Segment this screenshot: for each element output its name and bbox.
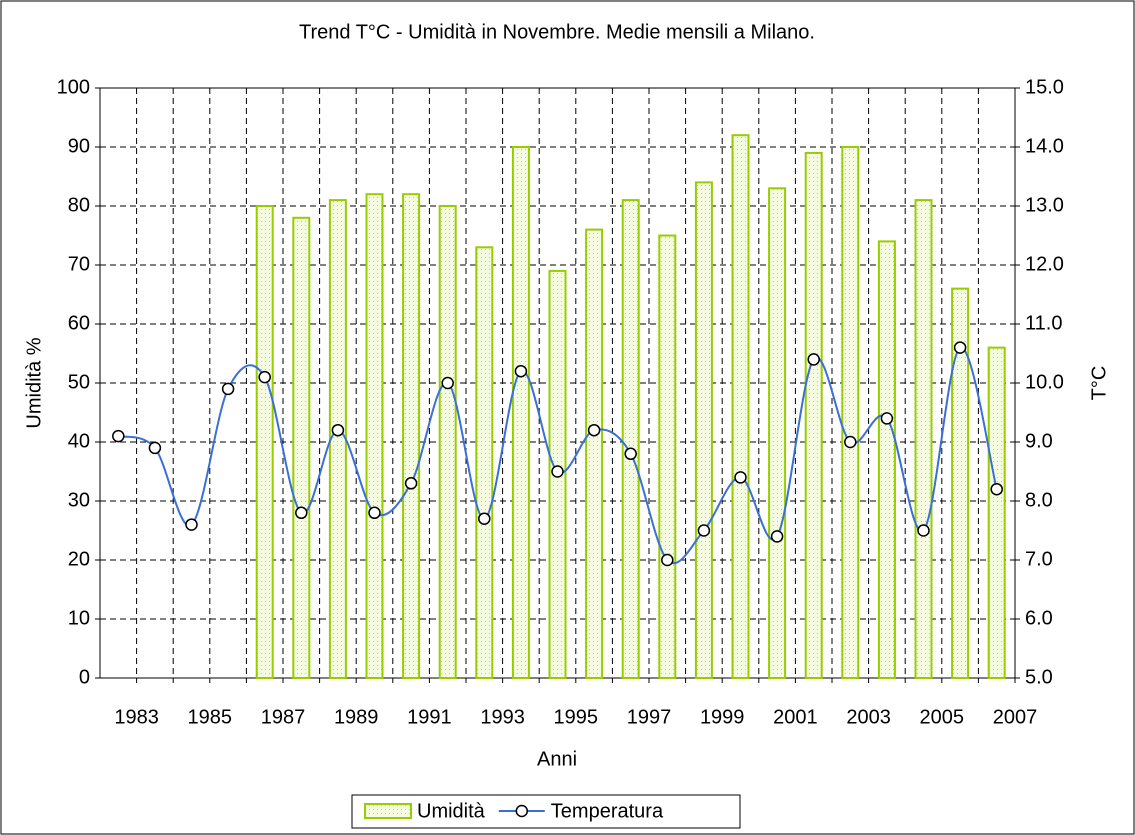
marker — [990, 482, 1003, 496]
legend: Umidità Temperatura — [351, 794, 741, 829]
y-tick-label: 40 — [68, 430, 90, 452]
marker — [185, 518, 198, 531]
bar — [694, 181, 713, 679]
x-tick-label: 2001 — [773, 706, 818, 728]
marker — [441, 376, 454, 390]
x-tick-label: 1987 — [261, 706, 306, 728]
bar — [768, 187, 787, 680]
marker — [514, 364, 528, 378]
y-tick-label: 30 — [68, 489, 90, 511]
y2-axis-label: T°C — [1088, 366, 1110, 401]
y-axis-label: Umidità % — [23, 337, 45, 428]
y2-tick-label: 13.0 — [1025, 194, 1064, 216]
bar — [621, 199, 640, 679]
bar — [511, 146, 530, 679]
marker — [478, 512, 491, 525]
x-tick-label: 2005 — [920, 706, 965, 728]
marker — [258, 370, 271, 384]
bar — [475, 246, 494, 680]
x-tick-label: 2003 — [846, 706, 891, 728]
y2-tick-label: 6.0 — [1025, 607, 1053, 629]
legend-label: Umidità — [417, 800, 486, 822]
bar — [951, 287, 970, 679]
bar — [731, 134, 750, 679]
marker — [221, 382, 235, 396]
marker — [697, 524, 711, 537]
y2-tick-label: 14.0 — [1025, 135, 1064, 157]
legend-box — [351, 794, 741, 829]
marker — [331, 423, 345, 437]
x-tick-label: 1999 — [700, 706, 745, 728]
x-tick-label: 1993 — [480, 706, 525, 728]
y-tick-label: 50 — [68, 371, 90, 393]
marker — [112, 429, 125, 443]
legend-swatch — [364, 803, 412, 819]
marker — [807, 353, 820, 366]
x-tick-label: 1983 — [114, 706, 159, 728]
marker — [917, 524, 930, 537]
marker — [844, 435, 857, 449]
y-tick-label: 80 — [68, 194, 90, 216]
bar — [658, 234, 677, 679]
y2-tick-label: 9.0 — [1025, 430, 1053, 452]
marker — [880, 412, 894, 425]
marker — [148, 441, 162, 455]
y2-tick-label: 15.0 — [1025, 76, 1064, 98]
y2-tick-label: 12.0 — [1025, 253, 1064, 275]
x-tick-label: 1997 — [627, 706, 672, 728]
y2-tick-label: 8.0 — [1025, 489, 1053, 511]
y2-tick-label: 5.0 — [1025, 666, 1053, 688]
marker — [953, 341, 967, 354]
y-tick-label: 70 — [68, 253, 90, 275]
marker — [661, 553, 674, 567]
marker — [404, 477, 418, 490]
x-tick-label: 1995 — [554, 706, 599, 728]
y-tick-label: 60 — [68, 312, 90, 334]
chart-title: Trend T°C - Umidità in Novembre. Medie m… — [299, 21, 815, 43]
y-tick-label: 100 — [57, 76, 90, 98]
x-tick-label: 1991 — [407, 706, 452, 728]
marker — [770, 530, 784, 543]
y-tick-label: 20 — [68, 548, 90, 570]
bar — [877, 240, 896, 679]
marker — [295, 506, 308, 520]
y2-tick-label: 7.0 — [1025, 548, 1053, 570]
marker — [624, 447, 637, 461]
x-tick-label: 1985 — [188, 706, 233, 728]
bar — [914, 199, 933, 679]
marker — [734, 471, 747, 484]
y-tick-label: 0 — [79, 666, 90, 688]
legend-marker — [515, 804, 529, 818]
marker — [587, 423, 601, 437]
legend-label: Temperatura — [551, 800, 664, 822]
marker — [551, 465, 564, 478]
y-tick-label: 90 — [68, 135, 90, 157]
x-tick-label: 2007 — [993, 706, 1038, 728]
y2-tick-label: 11.0 — [1025, 312, 1062, 334]
bar — [438, 205, 457, 679]
bar — [365, 193, 384, 679]
y-tick-label: 10 — [68, 607, 90, 629]
bar — [585, 228, 604, 679]
x-axis-label: Anni — [537, 748, 577, 770]
bar — [402, 193, 421, 679]
bar — [804, 151, 823, 679]
x-tick-label: 1989 — [334, 706, 379, 728]
y2-tick-label: 10.0 — [1025, 371, 1064, 393]
bar — [987, 346, 1006, 679]
marker — [368, 506, 381, 520]
bar — [255, 205, 274, 679]
bar — [328, 199, 347, 679]
bar — [841, 146, 860, 679]
bar — [292, 216, 311, 680]
